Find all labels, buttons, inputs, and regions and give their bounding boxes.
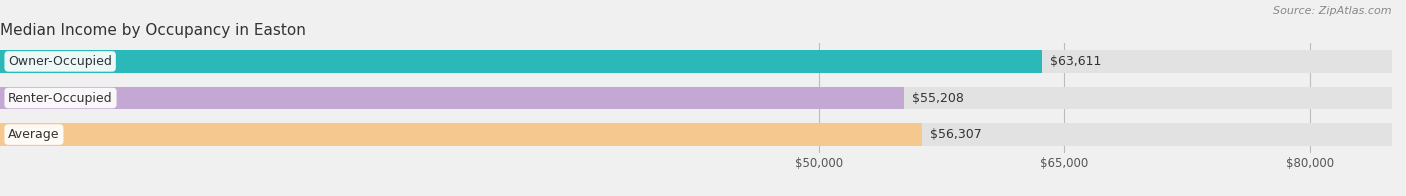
Text: $55,208: $55,208: [912, 92, 965, 104]
Text: Average: Average: [8, 128, 59, 141]
Text: Owner-Occupied: Owner-Occupied: [8, 55, 112, 68]
Bar: [0, 50, 1392, 73]
Bar: [0, 50, 1042, 73]
Text: Renter-Occupied: Renter-Occupied: [8, 92, 112, 104]
Text: $56,307: $56,307: [931, 128, 981, 141]
Bar: [0, 123, 1392, 146]
Text: Median Income by Occupancy in Easton: Median Income by Occupancy in Easton: [0, 23, 307, 38]
Text: $63,611: $63,611: [1050, 55, 1101, 68]
Text: Source: ZipAtlas.com: Source: ZipAtlas.com: [1274, 6, 1392, 16]
Bar: [0, 123, 922, 146]
Bar: [0, 87, 904, 109]
Bar: [0, 87, 1392, 109]
